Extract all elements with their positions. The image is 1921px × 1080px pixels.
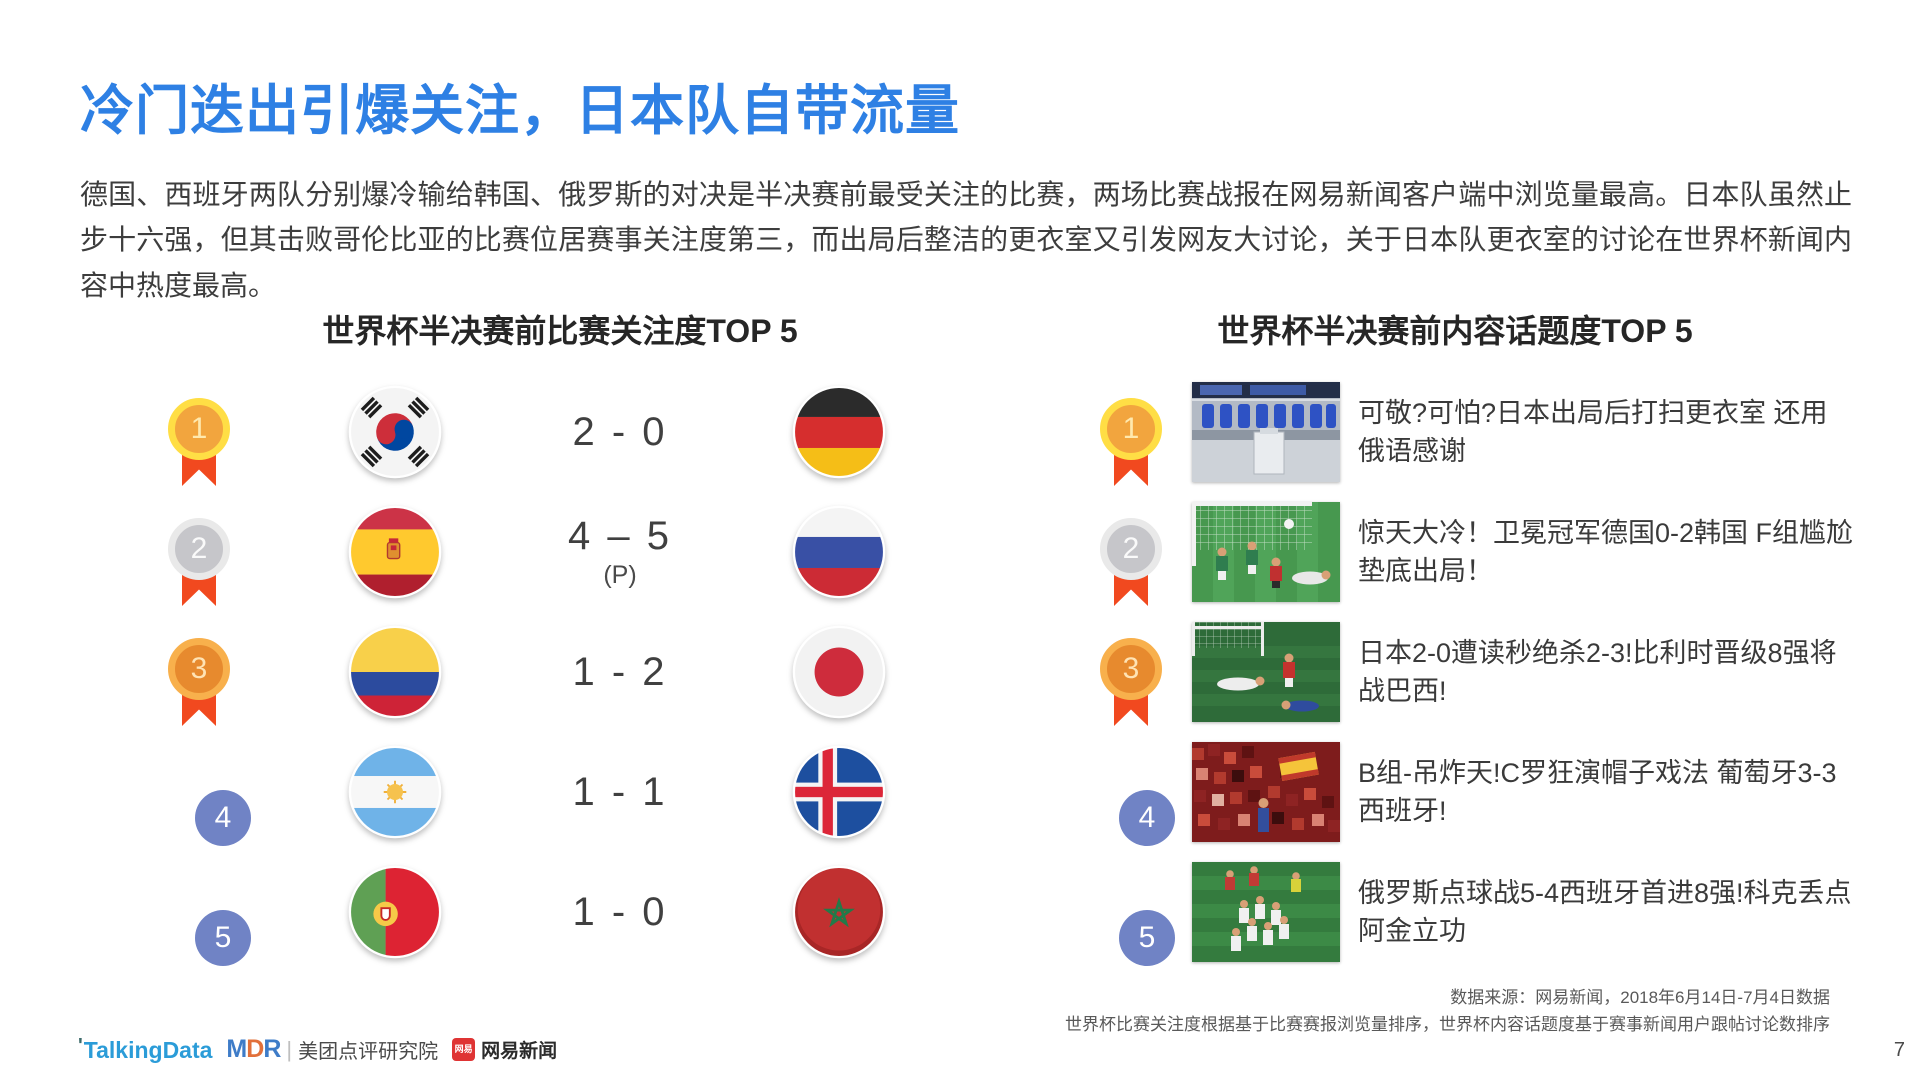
- germany-flag-icon: [792, 385, 886, 479]
- south-korea-flag-icon: [348, 385, 442, 479]
- medal-number: 1: [1100, 398, 1162, 460]
- news-row: 3 日本2-0遭读秒绝杀2-3!比利时晋级8强将战巴西!: [1080, 612, 1880, 732]
- rank-3-medal-icon: 3: [168, 638, 230, 734]
- data-source-note: 数据来源：网易新闻，2018年6月14日-7月4日数据 世界杯比赛关注度根据基于…: [1065, 985, 1830, 1038]
- thumbnail-fans-crowd: [1192, 742, 1340, 842]
- rank-number: 4: [1119, 790, 1175, 846]
- rank-3-medal-icon: 3: [1100, 638, 1162, 734]
- news-headline: B组-吊炸天!C罗狂演帽子戏法 葡萄牙3-3西班牙!: [1358, 757, 1837, 826]
- match-score: 4 – 5 (P): [500, 492, 740, 612]
- mdr-letter-m: M: [226, 1035, 247, 1063]
- news-row: 2 惊天大冷！卫冕冠军德国0-2韩国 F组尴尬垫底出局！: [1080, 492, 1880, 612]
- portugal-flag-icon: [348, 865, 442, 959]
- rank-5-badge: 5: [1100, 878, 1175, 974]
- spain-flag-icon: [348, 505, 442, 599]
- score-text: 1 - 0: [572, 889, 668, 934]
- match-row: 4 1 - 1: [140, 732, 910, 852]
- netease-icon: 网易: [452, 1038, 476, 1061]
- rank-4-badge: 4: [1100, 758, 1175, 854]
- news-row: 1 可敬?可怕?日本出局后打扫更衣室 还用俄语感谢: [1080, 372, 1880, 492]
- thumbnail-russia-celebration: [1192, 862, 1340, 962]
- footer-logos: 'TalkingData MDR | 美团点评研究院 网易 网易新闻: [78, 1035, 557, 1064]
- thumbnail-germany-korea-goal: [1192, 502, 1340, 602]
- talkingdata-tick-icon: ': [78, 1035, 83, 1057]
- page-title: 冷门迭出引爆关注，日本队自带流量: [80, 81, 960, 141]
- talkingdata-wordmark: TalkingData: [83, 1037, 213, 1063]
- rank-number: 5: [1119, 910, 1175, 966]
- spain-crest: [386, 538, 401, 560]
- match-row: 2 4 – 5 (P): [140, 492, 910, 612]
- medal-number: 3: [168, 638, 230, 700]
- meituan-label: 美团点评研究院: [298, 1041, 439, 1063]
- score-text: 4 – 5: [568, 514, 672, 558]
- rank-1-medal-icon: 1: [1100, 398, 1162, 494]
- news-headline: 日本2-0遭读秒绝杀2-3!比利时晋级8强将战巴西!: [1358, 637, 1837, 706]
- medal-number: 2: [168, 518, 230, 580]
- rank-2-medal-icon: 2: [1100, 518, 1162, 614]
- match-row: 3 1 - 2: [140, 612, 910, 732]
- match-row: 1: [140, 372, 910, 492]
- score-text: 2 - 0: [572, 409, 668, 454]
- russia-flag-icon: [792, 505, 886, 599]
- source-line-1: 数据来源：网易新闻，2018年6月14日-7月4日数据: [1450, 988, 1830, 1008]
- colombia-flag-icon: [348, 625, 442, 719]
- meituan-research-logo: MDR | 美团点评研究院: [226, 1035, 438, 1064]
- iceland-flag-icon: [792, 745, 886, 839]
- news-headline: 俄罗斯点球战5-4西班牙首进8强!科克丢点阿金立功: [1358, 877, 1852, 946]
- match-score: 2 - 0: [500, 372, 740, 492]
- netease-news-logo: 网易 网易新闻: [452, 1036, 557, 1063]
- match-score: 1 - 1: [500, 732, 740, 852]
- penalty-note: (P): [603, 561, 637, 589]
- rank-4-badge: 4: [168, 758, 251, 854]
- page-number: 7: [1893, 1039, 1905, 1061]
- score-text: 1 - 1: [572, 769, 668, 814]
- score-text: 1 - 2: [572, 649, 668, 694]
- thumbnail-japan-belgium: [1192, 622, 1340, 722]
- rank-number: 5: [195, 910, 251, 966]
- source-line-2: 世界杯比赛关注度根据基于比赛赛报浏览量排序，世界杯内容话题度基于赛事新闻用户跟帖…: [1065, 1014, 1830, 1034]
- rank-2-medal-icon: 2: [168, 518, 230, 614]
- news-headline: 可敬?可怕?日本出局后打扫更衣室 还用俄语感谢: [1358, 397, 1828, 466]
- logo-separator: |: [286, 1036, 293, 1062]
- rank-5-badge: 5: [168, 878, 251, 974]
- match-score: 1 - 2: [500, 612, 740, 732]
- match-score: 1 - 0: [500, 852, 740, 972]
- right-section-title: 世界杯半决赛前内容话题度TOP 5: [1217, 313, 1693, 349]
- medal-number: 1: [168, 398, 230, 460]
- argentina-flag-icon: [348, 745, 442, 839]
- medal-number: 2: [1100, 518, 1162, 580]
- netease-label: 网易新闻: [481, 1041, 558, 1062]
- match-row: 5 1 - 0: [140, 852, 910, 972]
- news-headline: 惊天大冷！卫冕冠军德国0-2韩国 F组尴尬垫底出局！: [1358, 517, 1854, 586]
- mdr-letter-r: R: [263, 1035, 281, 1063]
- japan-flag-icon: [792, 625, 886, 719]
- talkingdata-logo: 'TalkingData: [78, 1035, 212, 1064]
- rank-1-medal-icon: 1: [168, 398, 230, 494]
- mdr-letter-d: D: [246, 1035, 264, 1063]
- news-row: 4 B组: [1080, 732, 1880, 852]
- mdr-logo: MDR: [226, 1035, 281, 1064]
- thumbnail-locker-room: [1192, 382, 1340, 482]
- medal-number: 3: [1100, 638, 1162, 700]
- left-section-title: 世界杯半决赛前比赛关注度TOP 5: [322, 313, 798, 349]
- morocco-flag-icon: [792, 865, 886, 959]
- intro-paragraph: 德国、西班牙两队分别爆冷输给韩国、俄罗斯的对决是半决赛前最受关注的比赛，两场比赛…: [80, 179, 1852, 301]
- rank-number: 4: [195, 790, 251, 846]
- news-row: 5 俄罗斯点球战5-4西班牙首进8强!科克丢点阿金立功: [1080, 852, 1880, 972]
